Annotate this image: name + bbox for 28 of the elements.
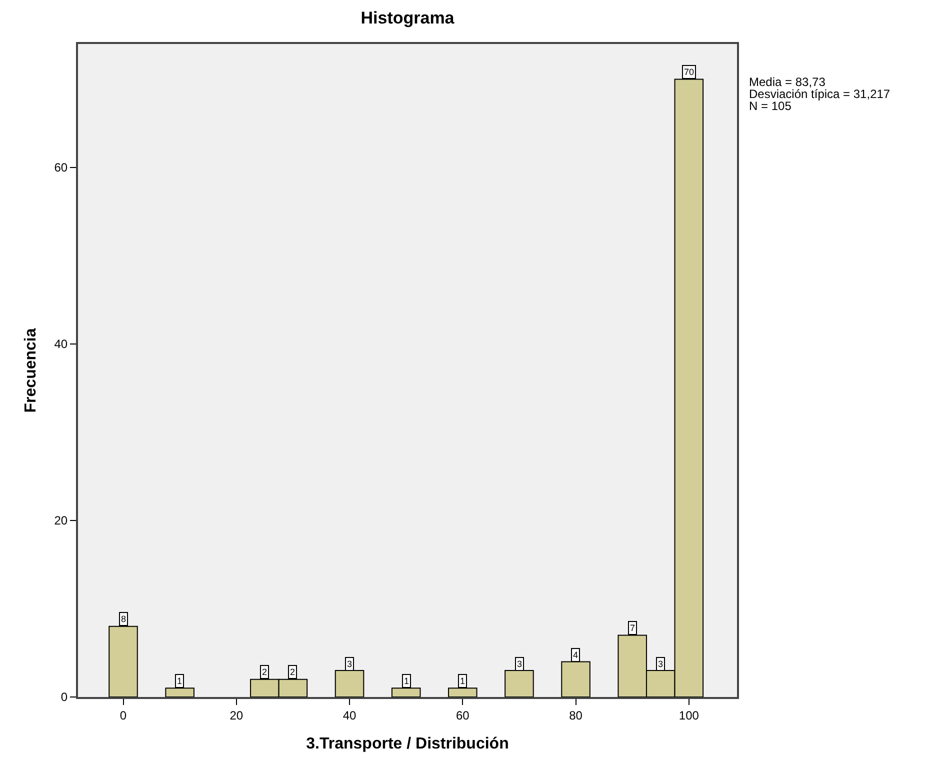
data-label: 1: [404, 676, 410, 686]
chart-title: Histograma: [360, 8, 455, 28]
data-label: 3: [517, 659, 522, 669]
data-label: 7: [630, 623, 636, 633]
x-tick-label: 0: [120, 708, 127, 722]
x-axis-title: 3.Transporte / Distribución: [306, 736, 509, 753]
x-tick-label: 40: [342, 708, 357, 722]
x-tick-label: 60: [456, 708, 470, 722]
data-label: 8: [121, 614, 126, 624]
y-tick-label: 20: [54, 514, 68, 528]
data-label: 70: [684, 67, 694, 77]
data-label: 2: [262, 667, 268, 677]
data-label: 1: [177, 676, 182, 686]
y-tick-label: 60: [54, 160, 68, 175]
data-label: 2: [290, 667, 296, 677]
data-label: 3: [658, 659, 664, 669]
y-axis-title: Frecuencia: [22, 328, 40, 413]
data-label: 4: [573, 650, 578, 660]
y-tick-label: 40: [54, 337, 68, 352]
x-tick-label: 20: [230, 708, 244, 722]
text: Desviación típica = 31,217: [749, 87, 890, 101]
text: N = 105: [749, 99, 792, 113]
data-label: 3: [347, 659, 352, 669]
x-tick-label: 80: [569, 708, 583, 722]
text: Media = 83,73: [749, 75, 826, 89]
y-tick-label: 0: [60, 690, 68, 704]
data-label: 1: [460, 676, 466, 686]
x-tick-label: 100: [678, 708, 700, 722]
